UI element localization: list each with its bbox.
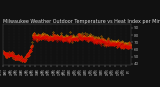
Text: Milwaukee Weather Outdoor Temperature vs Heat Index per Minute (24 Hours): Milwaukee Weather Outdoor Temperature vs… <box>3 19 160 24</box>
